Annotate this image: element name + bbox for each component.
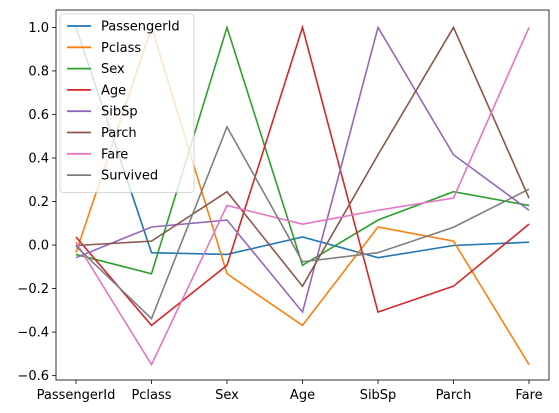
legend-label-1: Pclass [101, 41, 141, 56]
x-tick-label: PassengerId [37, 388, 116, 403]
legend-label-7: Survived [101, 169, 158, 184]
series-line-2 [75, 24, 530, 275]
y-tick-label: −0.4 [17, 326, 49, 341]
y-tick-label: 0.4 [28, 152, 49, 167]
y-tick-label: 1.0 [28, 21, 49, 36]
y-axis: 1.0 0.8 0.6 0.4 0.2 0.0 −0.2 −0.4 −0.6 [17, 21, 56, 384]
legend-label-2: Sex [101, 62, 125, 77]
legend-label-6: Fare [101, 147, 128, 162]
x-tick-label: Pclass [131, 388, 171, 403]
y-tick-label: 0.6 [28, 108, 49, 123]
legend-box [59, 13, 195, 193]
series-line-0 [75, 27, 530, 259]
y-tick-label: 0.2 [28, 195, 49, 210]
legend-label-5: Parch [101, 126, 137, 141]
legend-label-4: SibSp [101, 105, 138, 120]
y-tick-label: 0.8 [28, 64, 49, 79]
series-line-5 [75, 25, 530, 288]
series-line-4 [75, 25, 530, 314]
y-tick-label: 0.0 [28, 239, 49, 254]
legend-label-0: PassengerId [101, 20, 180, 35]
x-tick-label: Age [290, 388, 315, 403]
x-tick-label: Parch [436, 388, 472, 403]
series-line-3 [75, 24, 530, 327]
legend-label-3: Age [101, 83, 126, 98]
x-tick-label: Sex [215, 388, 239, 403]
legend: PassengerId Pclass Sex Age SibSp Parch Fare Sur… [59, 13, 195, 193]
x-axis: PassengerId Pclass Sex Age SibSp Parch Fare [37, 380, 543, 403]
x-tick-label: Fare [515, 388, 542, 403]
y-tick-label: −0.2 [17, 282, 49, 297]
series-line-7 [75, 125, 530, 321]
y-tick-label: −0.6 [17, 369, 49, 384]
series-line-6 [75, 27, 530, 367]
x-tick-label: SibSp [360, 388, 397, 403]
